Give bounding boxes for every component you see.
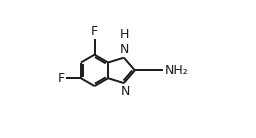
Text: N: N <box>120 85 130 98</box>
Text: F: F <box>91 25 98 38</box>
Text: H
N: H N <box>120 28 129 56</box>
Text: F: F <box>57 72 65 85</box>
Text: NH₂: NH₂ <box>165 64 188 77</box>
